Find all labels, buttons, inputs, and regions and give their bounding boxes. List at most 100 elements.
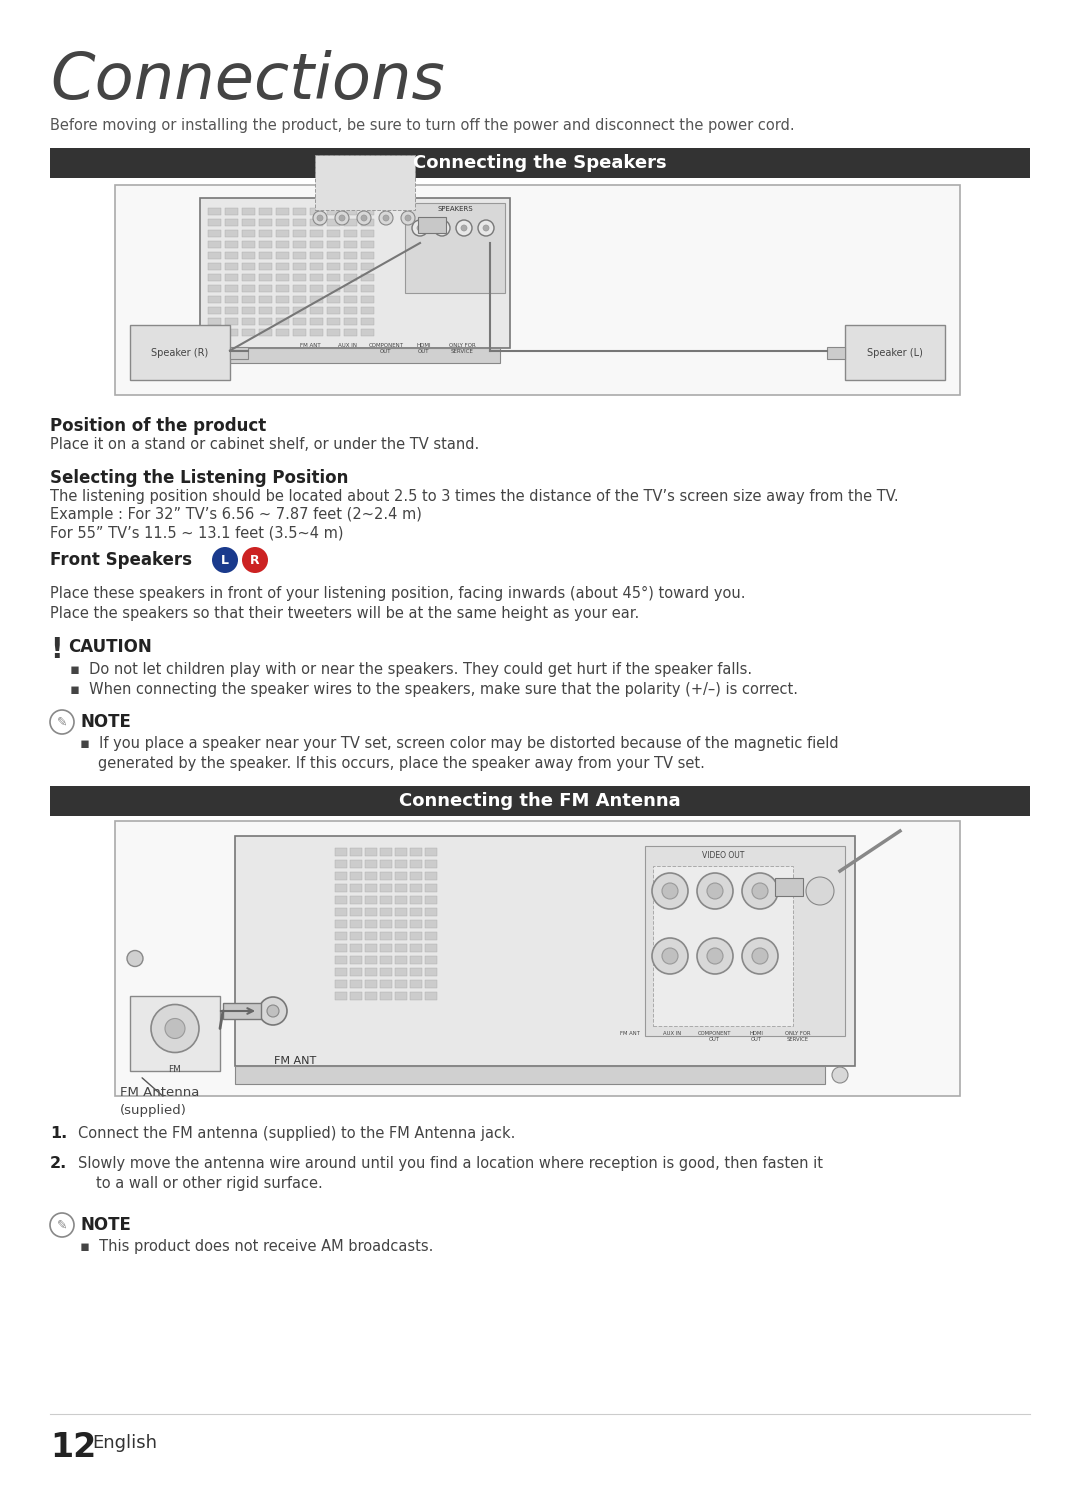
Bar [230, 346, 248, 358]
Text: Speaker (R): Speaker (R) [151, 347, 208, 358]
Bar [259, 230, 272, 237]
Bar [208, 262, 221, 270]
Bar [208, 242, 221, 248]
Bar [350, 980, 362, 989]
Text: Selecting the Listening Position: Selecting the Listening Position [50, 470, 349, 488]
Bar [380, 896, 392, 904]
Bar [345, 318, 357, 325]
Bar [380, 860, 392, 868]
Bar [208, 230, 221, 237]
Circle shape [383, 215, 389, 221]
Text: ONLY FOR
SERVICE: ONLY FOR SERVICE [785, 1030, 811, 1042]
Text: ▪  If you place a speaker near your TV set, screen color may be distorted becaus: ▪ If you place a speaker near your TV se… [80, 737, 839, 751]
Bar [208, 252, 221, 259]
Bar [293, 252, 306, 259]
Bar [410, 980, 422, 989]
Bar [395, 980, 407, 989]
Bar [395, 908, 407, 915]
Bar [361, 252, 374, 259]
Circle shape [405, 215, 411, 221]
Bar [327, 209, 340, 215]
Bar [426, 980, 437, 989]
Bar [335, 992, 347, 1000]
Bar [361, 307, 374, 315]
Bar [365, 908, 377, 915]
Bar [327, 318, 340, 325]
Bar [418, 218, 446, 233]
Bar [276, 242, 289, 248]
Bar [276, 307, 289, 315]
Bar [276, 252, 289, 259]
Bar [259, 219, 272, 227]
Circle shape [742, 874, 778, 910]
Bar [208, 209, 221, 215]
Bar [380, 968, 392, 977]
Bar [426, 884, 437, 892]
Bar [225, 297, 238, 303]
Bar [327, 297, 340, 303]
Bar [310, 209, 323, 215]
Circle shape [339, 215, 345, 221]
Bar [426, 848, 437, 856]
Bar [222, 1003, 261, 1018]
Bar [345, 209, 357, 215]
Bar [293, 209, 306, 215]
Circle shape [165, 1018, 185, 1039]
Bar [335, 860, 347, 868]
Bar [335, 896, 347, 904]
Bar [242, 297, 255, 303]
Bar [380, 932, 392, 939]
Bar [242, 242, 255, 248]
Text: VIDEO OUT: VIDEO OUT [702, 851, 744, 860]
Text: 2.: 2. [50, 1156, 67, 1170]
Bar [361, 242, 374, 248]
Circle shape [50, 710, 75, 734]
Circle shape [707, 883, 723, 899]
Bar [345, 242, 357, 248]
Bar [361, 330, 374, 335]
Text: ▪  This product does not receive AM broadcasts.: ▪ This product does not receive AM broad… [80, 1239, 433, 1254]
Bar [426, 968, 437, 977]
Bar [327, 330, 340, 335]
Bar [225, 274, 238, 280]
Bar [335, 944, 347, 951]
Bar [259, 330, 272, 335]
Bar [426, 920, 437, 927]
Bar [235, 1066, 825, 1084]
Bar [208, 318, 221, 325]
Bar [350, 860, 362, 868]
Bar [259, 307, 272, 315]
Bar [225, 318, 238, 325]
Bar [365, 872, 377, 880]
Bar [327, 242, 340, 248]
Text: !: ! [50, 637, 63, 663]
Bar [235, 836, 855, 1066]
Bar [335, 956, 347, 965]
Bar [365, 956, 377, 965]
Bar [361, 209, 374, 215]
Bar [327, 252, 340, 259]
Circle shape [438, 225, 445, 231]
Bar [130, 325, 230, 380]
Text: COMPONENT
OUT: COMPONENT OUT [368, 343, 404, 353]
Bar [827, 346, 845, 358]
Bar [395, 932, 407, 939]
Bar [350, 992, 362, 1000]
Bar [335, 980, 347, 989]
Bar [208, 219, 221, 227]
Bar [242, 252, 255, 259]
Bar [380, 980, 392, 989]
Bar [242, 285, 255, 292]
Text: Connections: Connections [50, 51, 445, 112]
Bar [208, 307, 221, 315]
Text: HDMI
OUT: HDMI OUT [750, 1030, 762, 1042]
Bar [225, 330, 238, 335]
Bar [350, 848, 362, 856]
Circle shape [127, 950, 143, 966]
Bar [350, 944, 362, 951]
Text: 12: 12 [50, 1431, 96, 1464]
Bar [395, 884, 407, 892]
Circle shape [456, 221, 472, 236]
Text: (supplied): (supplied) [120, 1103, 187, 1117]
Text: FM ANT: FM ANT [274, 1056, 316, 1066]
